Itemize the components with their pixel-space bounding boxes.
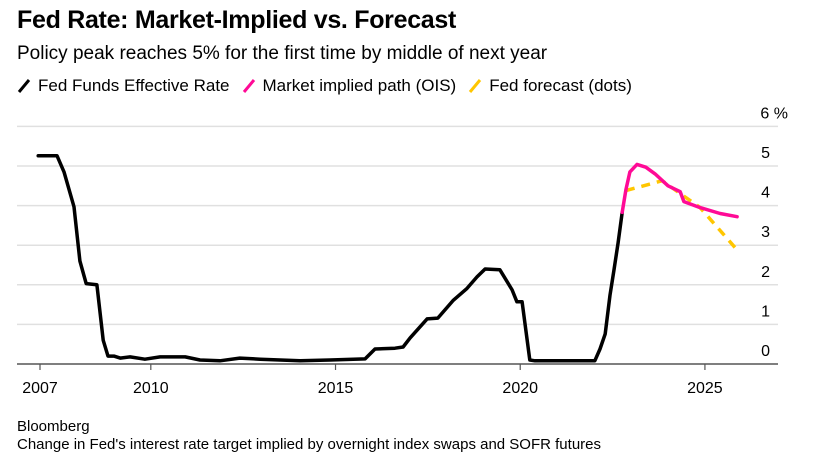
y-tick-label: 3 xyxy=(761,224,770,241)
market-implied-path-ois-line xyxy=(620,162,739,219)
y-tick-label: 5 xyxy=(761,145,770,162)
chart-title: Fed Rate: Market-Implied vs. Forecast xyxy=(17,6,457,34)
x-tick-label: 2025 xyxy=(687,380,723,397)
yellow-line-swatch-icon xyxy=(469,79,482,93)
x-tick-label: 2015 xyxy=(318,380,354,397)
gridlines xyxy=(17,125,778,326)
chart-subtitle: Policy peak reaches 5% for the first tim… xyxy=(17,43,548,64)
x-tick-label: 2007 xyxy=(22,380,58,397)
x-tick-label: 2020 xyxy=(502,380,538,397)
legend-item-fed-funds: Fed Funds Effective Rate xyxy=(17,76,230,96)
y-tick-label: 2 xyxy=(761,264,770,281)
y-axis-labels: 0 1 2 3 4 5 6 % xyxy=(760,105,788,360)
y-tick-label: 1 xyxy=(761,303,770,320)
legend-label: Market implied path (OIS) xyxy=(262,76,457,95)
fed-funds-effective-rate-line xyxy=(36,153,624,363)
y-tick-label: 4 xyxy=(761,185,770,202)
legend-item-market-implied: Market implied path (OIS) xyxy=(242,76,457,96)
source-label: Bloomberg xyxy=(17,418,90,435)
legend-label: Fed forecast (dots) xyxy=(489,76,632,95)
legend: Fed Funds Effective Rate Market implied … xyxy=(17,76,644,96)
footer: Bloomberg Change in Fed's interest rate … xyxy=(17,418,601,454)
x-axis: 2007 2010 2015 2020 2025 xyxy=(17,363,778,397)
series-lines xyxy=(36,153,740,363)
y-tick-label: 6 % xyxy=(760,105,788,122)
legend-item-fed-forecast: Fed forecast (dots) xyxy=(468,76,632,96)
x-tick-label: 2010 xyxy=(133,380,169,397)
footnote: Change in Fed's interest rate target imp… xyxy=(17,436,601,453)
pink-line-swatch-icon xyxy=(242,79,255,93)
fed-forecast-dots-line xyxy=(625,178,740,252)
y-tick-label: 0 xyxy=(761,343,770,360)
black-line-swatch-icon xyxy=(17,79,31,93)
legend-label: Fed Funds Effective Rate xyxy=(38,76,230,95)
